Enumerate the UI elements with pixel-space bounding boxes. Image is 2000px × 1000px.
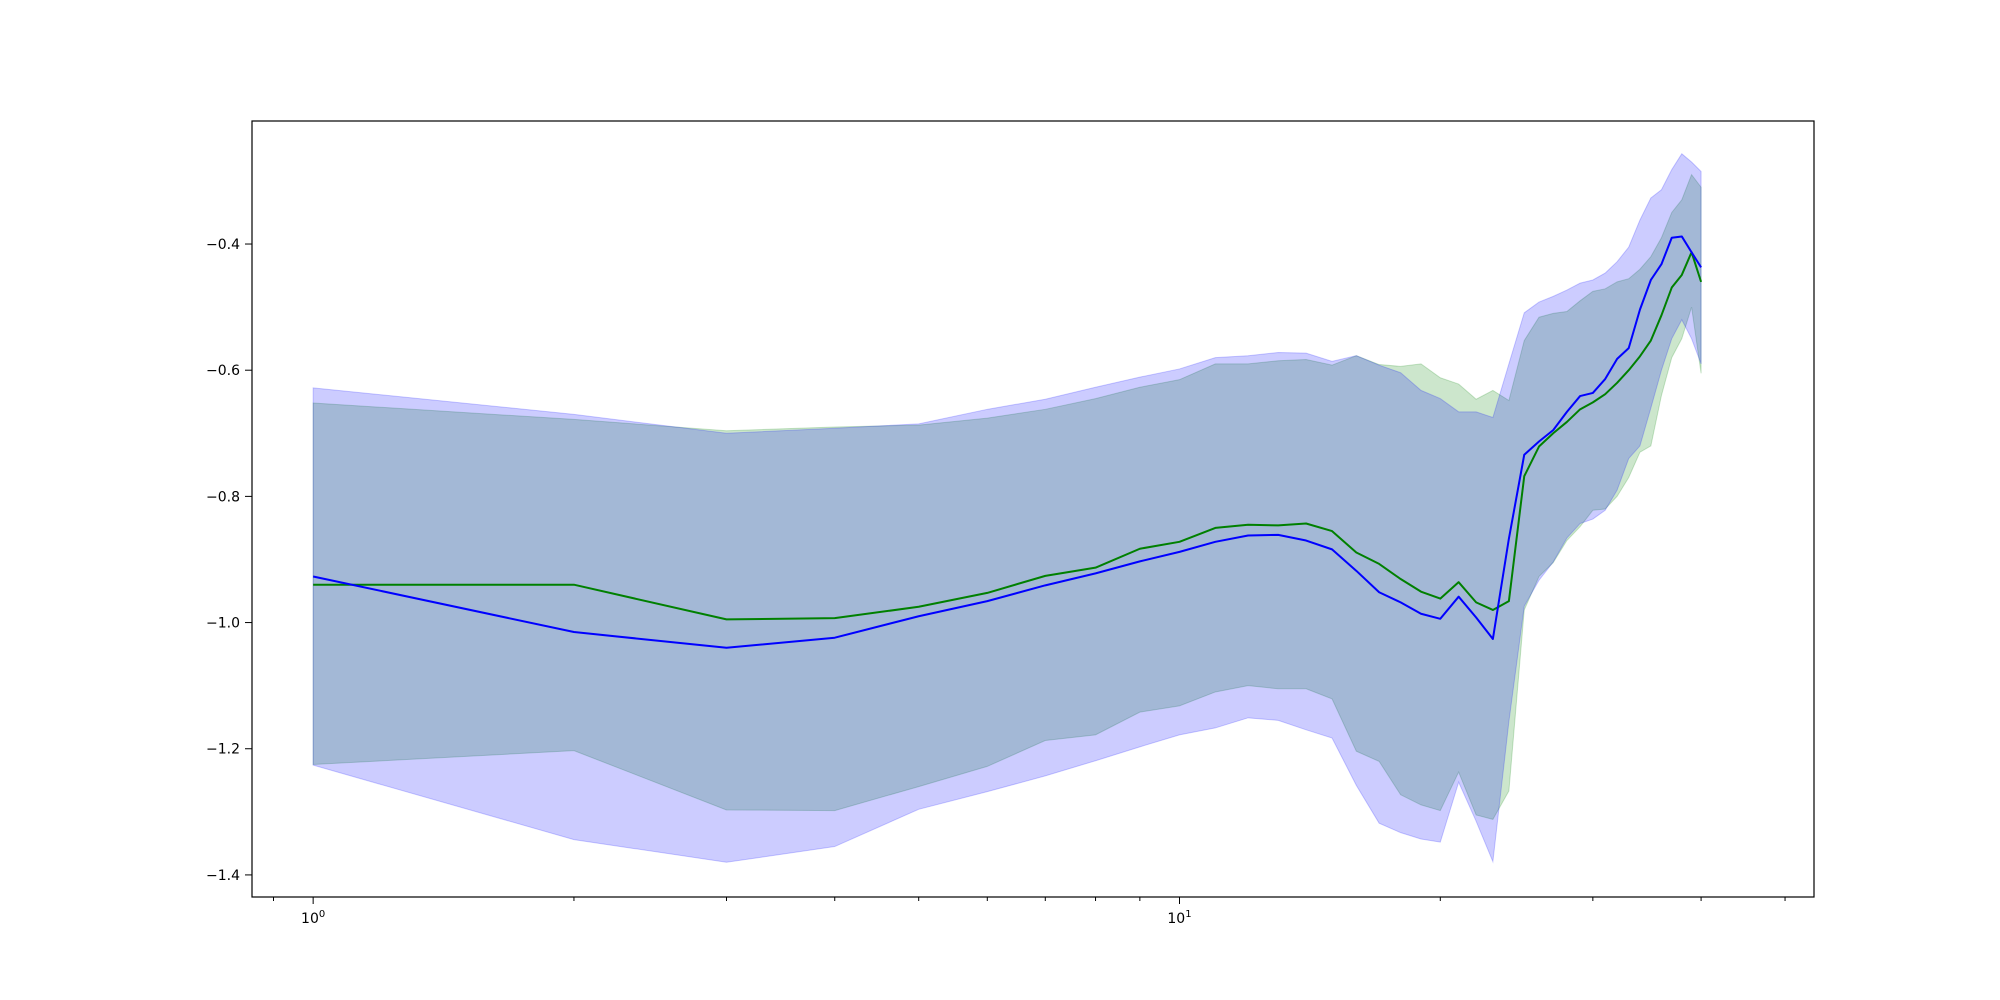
y-tick-label: −0.6 — [206, 363, 240, 379]
y-tick-label: −1.4 — [206, 868, 240, 884]
y-tick-label: −0.4 — [206, 237, 240, 253]
series-line-2 — [312, 235, 1702, 649]
x-tick-label: 101 — [1167, 909, 1191, 927]
plot-frame — [251, 120, 1815, 898]
x-tick-label: 100 — [301, 909, 325, 927]
confidence-bands — [312, 153, 1702, 864]
confidence-band-1 — [312, 173, 1702, 820]
y-tick-label: −1.0 — [206, 616, 240, 632]
confidence-band-2 — [312, 153, 1702, 864]
x-axis: 100 101 — [273, 897, 1786, 927]
series-line-1 — [313, 251, 1703, 621]
y-axis: −0.4 −0.6 −0.8 −1.0 −1.2 −1.4 — [206, 237, 252, 884]
series-lines — [312, 235, 1703, 649]
y-tick-label: −1.2 — [206, 742, 240, 758]
y-tick-label: −0.8 — [206, 489, 240, 505]
